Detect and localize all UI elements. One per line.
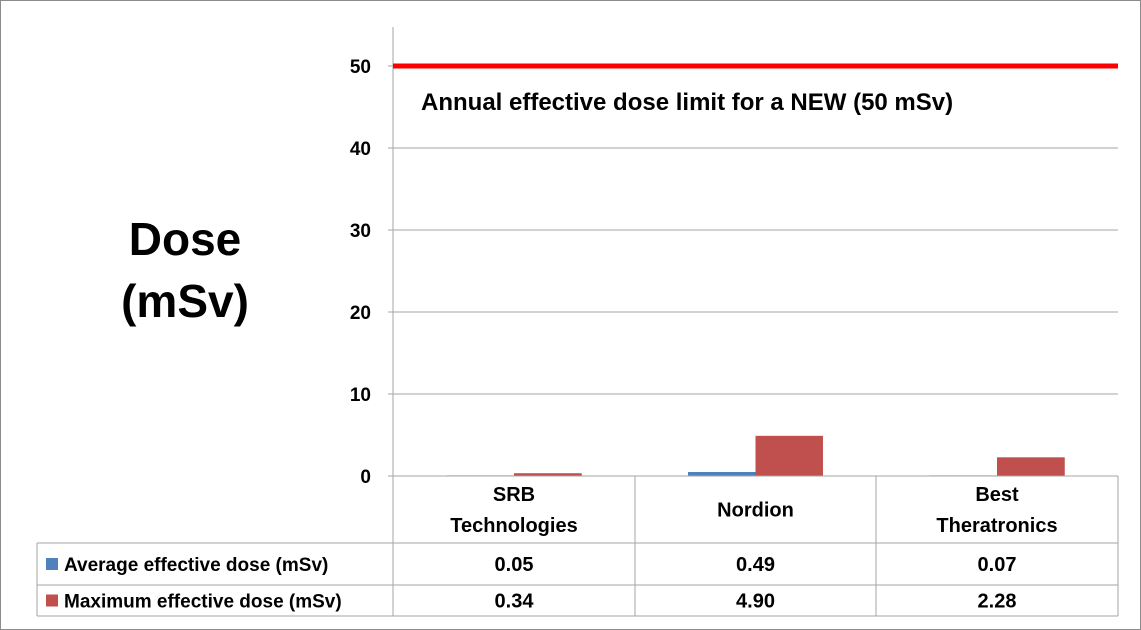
category-label: Nordion xyxy=(717,500,794,522)
bar xyxy=(688,471,756,476)
data-value-label: 0.07 xyxy=(978,554,1017,576)
legend-key xyxy=(46,594,58,607)
data-value-label: 0.05 xyxy=(495,554,534,576)
legend-key xyxy=(46,558,58,570)
y-axis-label: Dose (mSv) xyxy=(100,208,270,332)
category-label: SRB xyxy=(493,484,535,506)
category-label: Technologies xyxy=(450,515,577,537)
y-tick-label: 0 xyxy=(360,467,371,488)
data-value-label: 4.90 xyxy=(736,591,775,613)
reference-line-label: Annual effective dose limit for a NEW (5… xyxy=(421,89,953,116)
data-value-label: 0.34 xyxy=(495,591,535,613)
y-tick-label: 50 xyxy=(350,57,371,78)
series-name: Maximum effective dose (mSv) xyxy=(64,592,342,613)
data-value-label: 2.28 xyxy=(978,591,1017,613)
y-tick-label: 40 xyxy=(350,139,371,160)
y-tick-label: 30 xyxy=(350,221,371,242)
series-name: Average effective dose (mSv) xyxy=(64,555,328,576)
y-tick-label: 20 xyxy=(350,303,371,324)
bar xyxy=(514,473,582,476)
category-label: Theratronics xyxy=(936,515,1057,537)
bar xyxy=(755,435,823,476)
y-axis-label-line-1: Dose xyxy=(128,213,242,265)
data-value-label: 0.49 xyxy=(736,554,775,576)
y-tick-label: 10 xyxy=(350,385,371,406)
y-axis-label-line-2: (mSv) xyxy=(121,275,249,327)
category-label: Best xyxy=(975,484,1019,506)
bar xyxy=(997,457,1065,476)
